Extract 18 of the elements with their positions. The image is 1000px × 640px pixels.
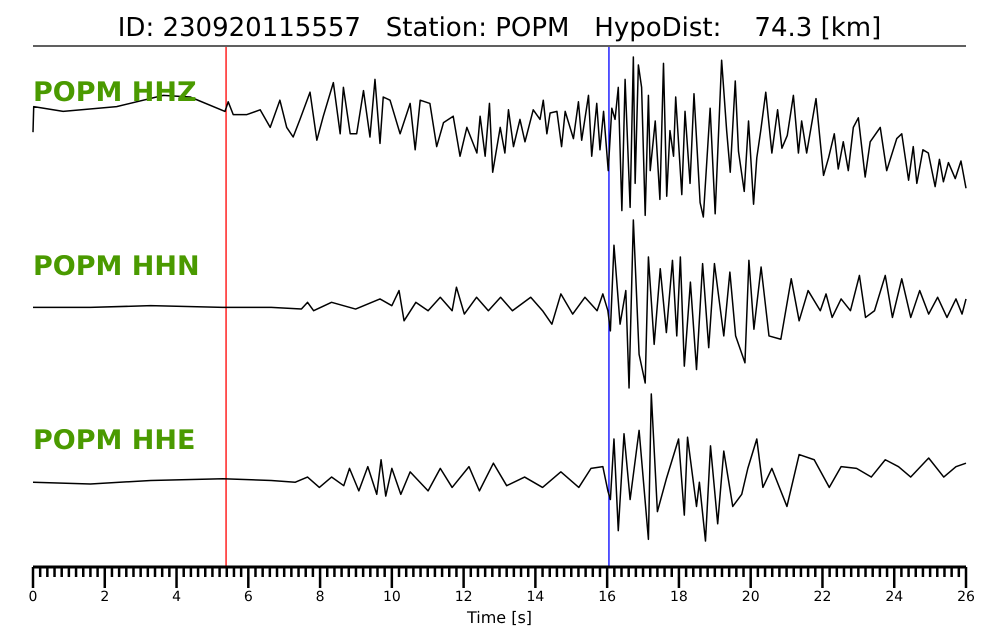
x-tick-label: 12 xyxy=(454,588,473,605)
x-tick-label: 10 xyxy=(382,588,401,605)
x-tick-label: 8 xyxy=(316,588,325,605)
x-tick-label: 4 xyxy=(172,588,182,605)
x-tick-label: 14 xyxy=(526,588,544,605)
x-tick-label: 0 xyxy=(28,588,38,605)
x-axis-title: Time [s] xyxy=(466,608,532,627)
x-tick-label: 24 xyxy=(885,588,904,605)
x-tick-label: 20 xyxy=(742,588,760,605)
annotation: POPM HHN xyxy=(33,251,200,282)
x-tick-label: 2 xyxy=(100,588,110,605)
annotation: POPM HHE xyxy=(33,425,196,456)
x-tick-label: 16 xyxy=(598,588,616,605)
x-tick-label: 18 xyxy=(670,588,688,605)
chart-title: ID: 230920115557 Station: POPM HypoDist: 74.3 [km] xyxy=(118,13,882,43)
x-tick-label: 26 xyxy=(957,588,975,605)
x-tick-label: 6 xyxy=(244,588,253,605)
x-tick-label: 22 xyxy=(814,588,832,605)
